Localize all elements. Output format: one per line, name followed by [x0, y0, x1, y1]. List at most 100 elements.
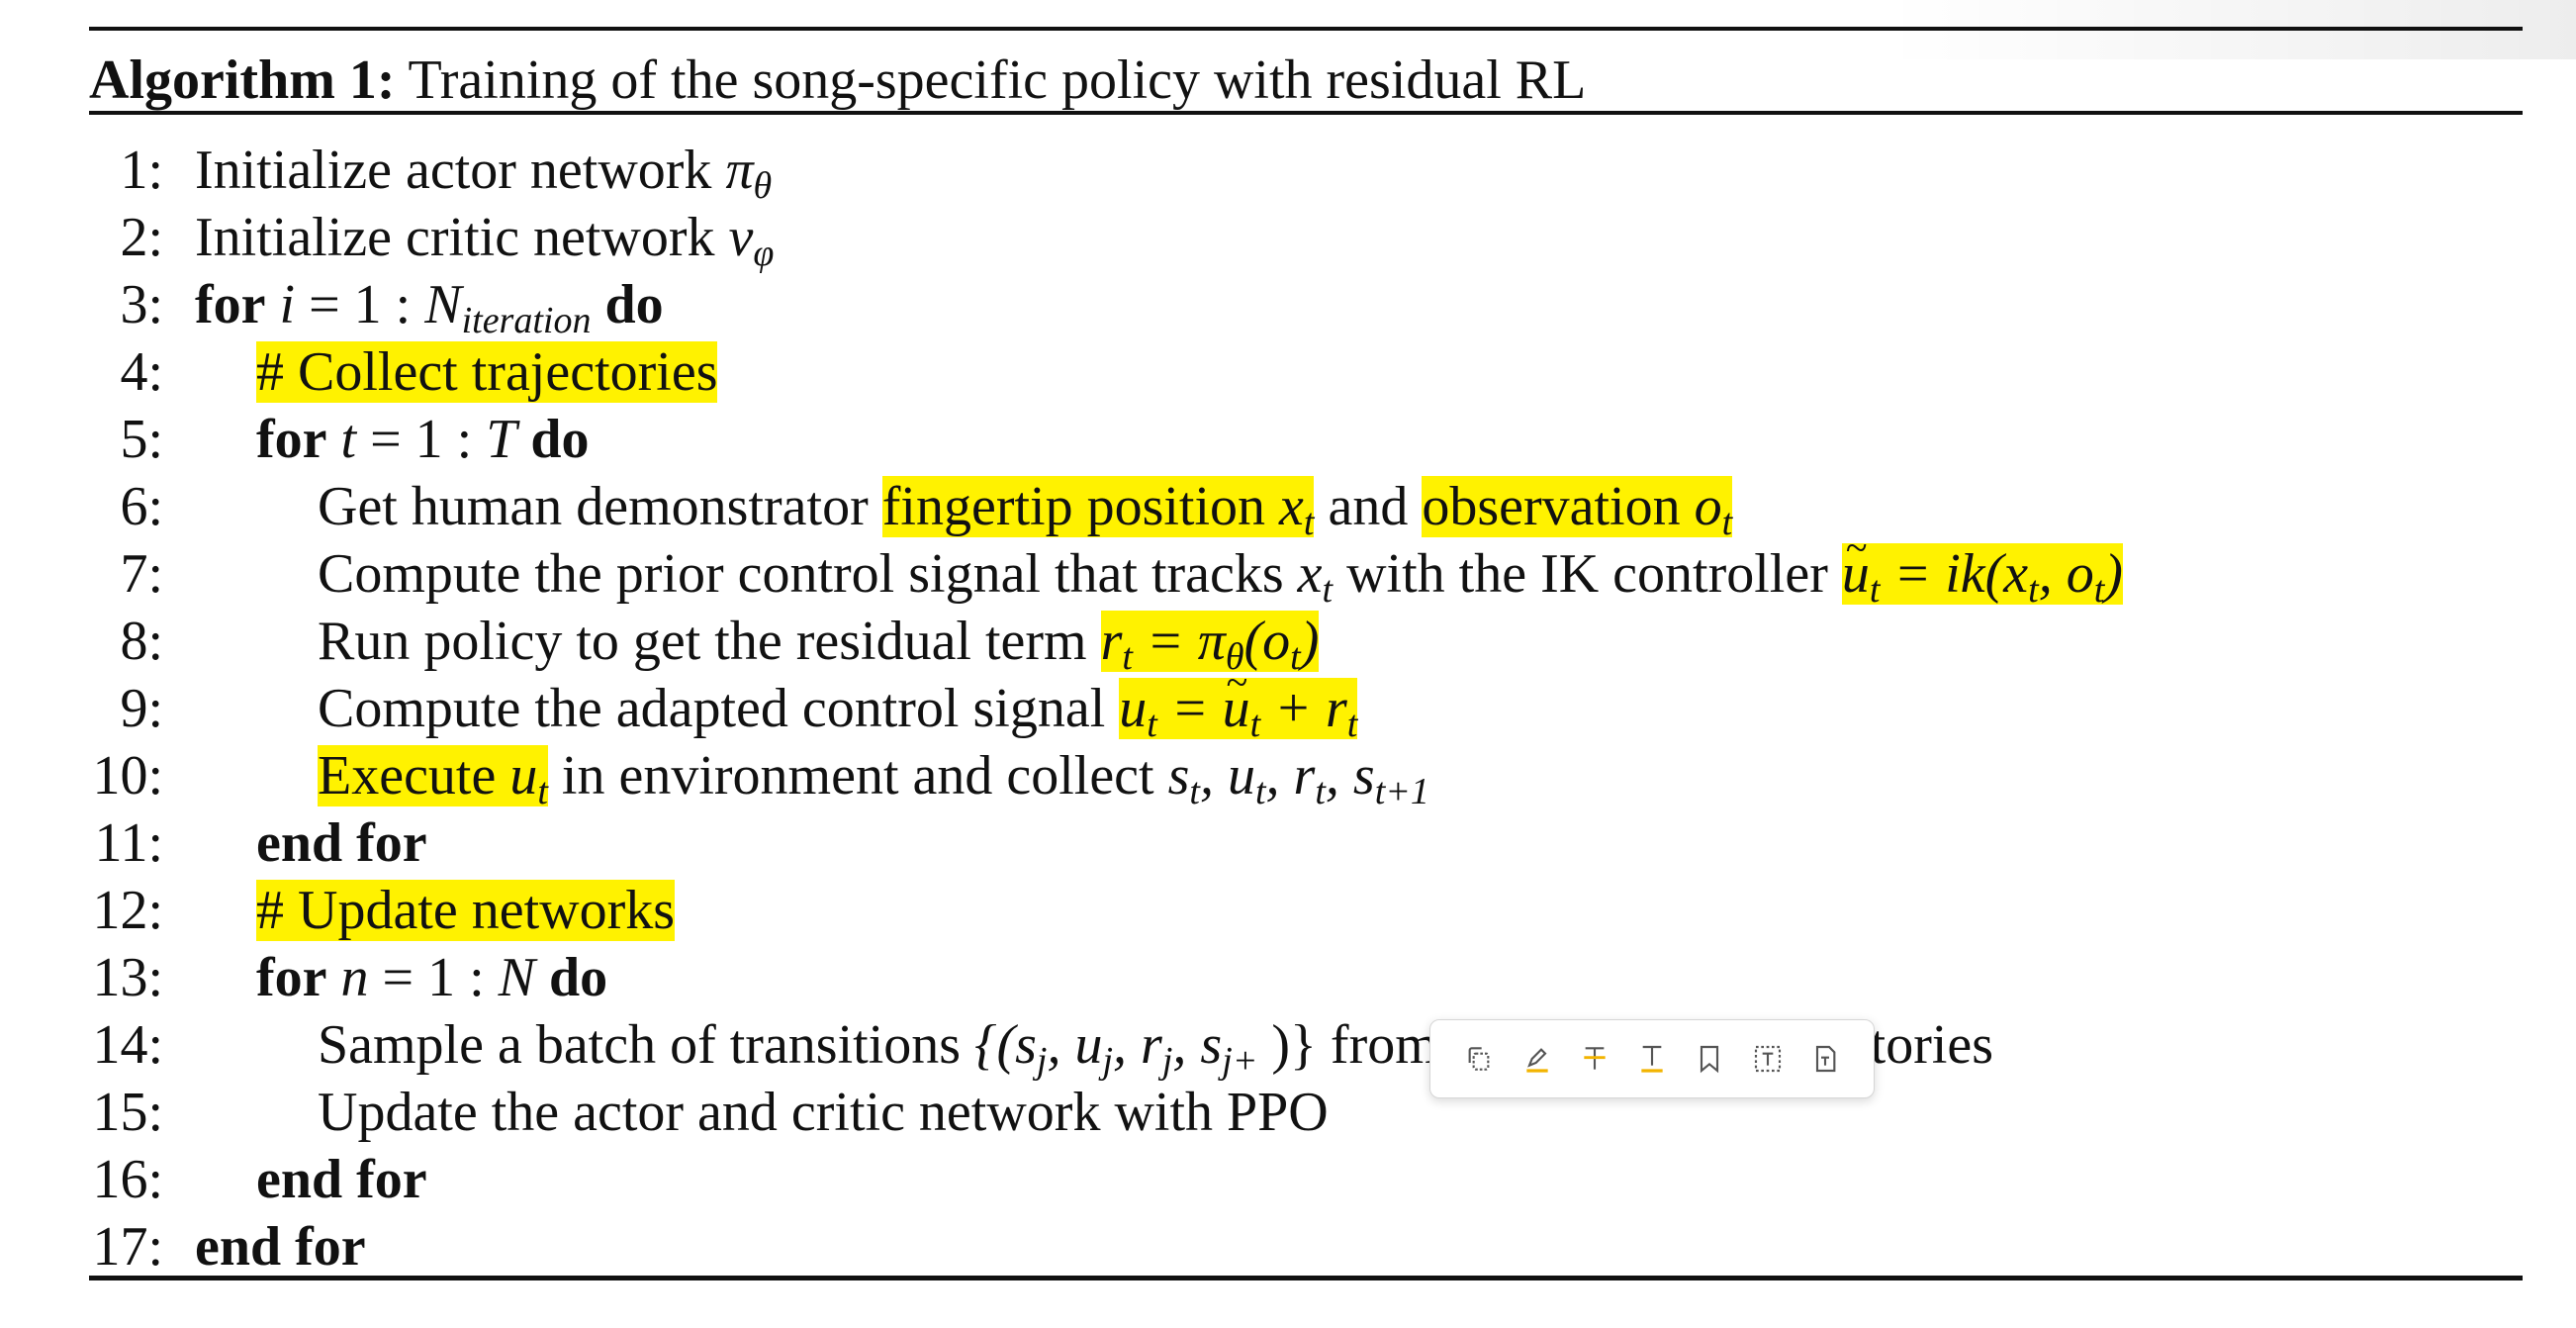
- algo-line-11: 11: end for: [89, 809, 427, 877]
- line-text: Compute the adapted control signal: [318, 678, 1120, 739]
- highlighted-comment: # Collect trajectories: [256, 341, 718, 403]
- math-symbol: N: [424, 274, 462, 335]
- algo-line-15: 15: Update the actor and critic network w…: [89, 1079, 1329, 1146]
- algo-line-3: 3: for i = 1 : Niteration do: [89, 271, 664, 341]
- line-number: 16:: [92, 1149, 163, 1210]
- highlighted-equation: ut = ut + rt: [1119, 649, 1358, 743]
- algo-line-2: 2: Initialize critic network vφ: [89, 204, 775, 274]
- keyword-for: for: [256, 409, 327, 470]
- strikethrough-icon: [1584, 1047, 1606, 1070]
- line-number: 11:: [94, 812, 163, 874]
- top-rule: [89, 27, 2523, 31]
- highlighted-equation: rt = πθ(ot): [1100, 611, 1320, 678]
- line-number: 10:: [92, 745, 163, 806]
- line-number: 15:: [92, 1082, 163, 1143]
- math-subscript: t: [1322, 569, 1334, 611]
- bookmark-button[interactable]: [1689, 1038, 1730, 1080]
- line-number: 13:: [92, 947, 163, 1008]
- line-text: and: [1314, 476, 1423, 537]
- algorithm-block: Algorithm 1: Training of the song-specif…: [89, 24, 2523, 1281]
- bookmark-icon: [1701, 1045, 1719, 1074]
- line-number: 1:: [120, 140, 163, 201]
- math-symbol: v: [728, 207, 754, 268]
- math-text: = 1 :: [356, 409, 487, 470]
- keyword-do: do: [604, 274, 664, 335]
- line-number: 8:: [120, 611, 163, 672]
- line-number: 14:: [92, 1014, 163, 1076]
- math-text: = 1 :: [295, 274, 425, 335]
- line-number: 12:: [92, 880, 163, 941]
- algo-line-4: 4: # Collect trajectories: [89, 338, 718, 406]
- caption-rule: [89, 111, 2523, 115]
- text-box-icon: [1754, 1045, 1781, 1073]
- algo-line-5: 5: for t = 1 : T do: [89, 406, 590, 473]
- text-box-button[interactable]: [1747, 1038, 1789, 1080]
- keyword-for: for: [256, 947, 327, 1008]
- math-symbol: i: [279, 274, 296, 335]
- line-text: Sample a batch of transitions: [318, 1014, 975, 1076]
- algorithm-caption: Algorithm 1: Training of the song-specif…: [89, 36, 1586, 125]
- translate-button[interactable]: [1804, 1038, 1846, 1080]
- math-subscript: θ: [753, 165, 773, 207]
- line-number: 2:: [120, 207, 163, 268]
- line-number: 3:: [120, 274, 163, 335]
- algo-line-9: 9: Compute the adapted control signal ut …: [89, 649, 1358, 743]
- algorithm-title: Training of the song-specific policy wit…: [408, 49, 1587, 111]
- line-text: Get human demonstrator: [318, 476, 882, 537]
- algo-line-13: 13: for n = 1 : N do: [89, 944, 607, 1011]
- algo-line-7: 7: Compute the prior control signal that …: [89, 515, 2123, 611]
- math-symbol: T: [486, 409, 517, 470]
- line-number: 7:: [120, 543, 163, 605]
- math-symbol: t: [340, 409, 357, 470]
- line-text: Compute the prior control signal that tr…: [318, 543, 1298, 605]
- bottom-rule: [89, 1276, 2523, 1281]
- highlighted-comment: # Update networks: [256, 880, 676, 941]
- math-symbol: n: [340, 947, 369, 1008]
- math-subscript: iteration: [461, 300, 592, 341]
- copy-icon: [1468, 1047, 1490, 1071]
- highlight-icon: [1525, 1048, 1548, 1073]
- keyword-end-for: end for: [256, 1149, 427, 1210]
- line-number: 9:: [120, 678, 163, 739]
- math-expression: st, ut, rt, st+1: [1167, 745, 1429, 812]
- strikethrough-button[interactable]: [1574, 1038, 1615, 1080]
- keyword-end-for: end for: [256, 812, 427, 874]
- line-text: with the IK controller: [1333, 543, 1842, 605]
- algo-line-16: 16: end for: [89, 1146, 427, 1213]
- line-text: Initialize actor network: [195, 140, 726, 201]
- math-symbol: x: [1297, 543, 1323, 605]
- line-number: 5:: [120, 409, 163, 470]
- math-expression: {(sj, uj, rj, sj+: [974, 1014, 1258, 1082]
- underline-button[interactable]: [1631, 1038, 1673, 1080]
- highlight-button[interactable]: [1517, 1038, 1558, 1080]
- underline-icon: [1641, 1045, 1663, 1073]
- line-number: 4:: [120, 341, 163, 403]
- keyword-end-for: end for: [195, 1216, 366, 1278]
- line-text: in environment and collect: [547, 745, 1168, 806]
- line-text: Update the actor and critic network with…: [318, 1082, 1329, 1143]
- keyword-do: do: [549, 947, 608, 1008]
- math-subscript: φ: [753, 233, 775, 274]
- line-number: 17:: [92, 1216, 163, 1278]
- math-symbol: N: [498, 947, 536, 1008]
- algo-line-10: 10: Execute ut in environment and collect…: [89, 742, 1429, 812]
- line-number: 6:: [120, 476, 163, 537]
- algo-line-6: 6: Get human demonstrator fingertip posit…: [89, 473, 1733, 543]
- math-symbol: π: [725, 140, 754, 201]
- keyword-for: for: [195, 274, 266, 335]
- translate-icon: [1815, 1045, 1836, 1073]
- highlighted-equation: ut = ik(xt, ot): [1841, 515, 2123, 609]
- algorithm-label: Algorithm 1:: [89, 49, 396, 111]
- line-text: Run policy to get the residual term: [318, 611, 1101, 672]
- line-text: Initialize critic network: [195, 207, 729, 268]
- selection-toolbar: [1429, 1019, 1875, 1098]
- copy-button[interactable]: [1458, 1038, 1500, 1080]
- keyword-do: do: [530, 409, 590, 470]
- algo-line-12: 12: # Update networks: [89, 877, 676, 944]
- algo-line-8: 8: Run policy to get the residual term rt…: [89, 608, 1320, 678]
- highlighted-phrase: observation ot: [1422, 476, 1733, 543]
- algo-line-17: 17: end for: [89, 1213, 366, 1281]
- algo-line-1: 1: Initialize actor network πθ: [89, 137, 773, 207]
- highlighted-phrase: Execute ut: [318, 745, 548, 812]
- highlighted-phrase: fingertip position xt: [881, 476, 1315, 543]
